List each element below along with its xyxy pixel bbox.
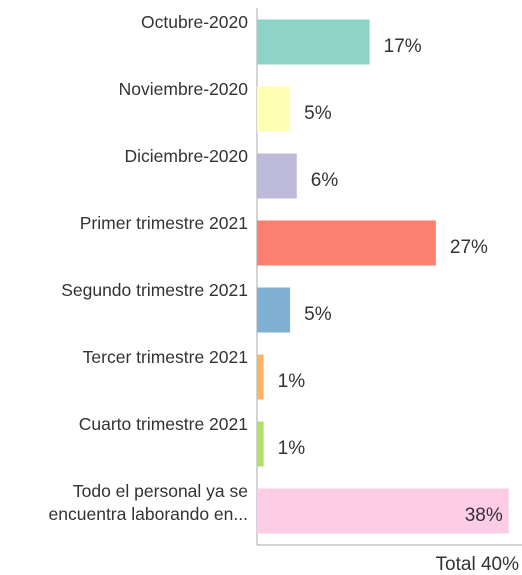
value-label: 38% — [465, 505, 503, 526]
category-label: Primer trimestre 2021 — [79, 212, 248, 233]
bar — [257, 153, 297, 199]
value-label: 5% — [304, 304, 332, 325]
bar — [257, 287, 291, 333]
value-label: 1% — [278, 438, 306, 459]
value-label: 1% — [278, 371, 306, 392]
total-annotation: Total 40% — [436, 554, 520, 575]
category-label: Tercer trimestre 2021 — [82, 346, 248, 367]
bar — [257, 220, 436, 266]
category-label: Noviembre-2020 — [118, 78, 248, 99]
bar — [257, 354, 264, 400]
bar — [257, 421, 264, 467]
value-label: 27% — [450, 237, 488, 258]
category-label: Todo el personal ya se encuentra laboran… — [48, 480, 248, 524]
value-label: 5% — [304, 103, 332, 124]
bar — [257, 86, 291, 132]
category-label: Octubre-2020 — [140, 11, 248, 32]
category-label: Cuarto trimestre 2021 — [78, 413, 248, 434]
value-label: 17% — [384, 36, 422, 57]
category-label: Segundo trimestre 2021 — [61, 279, 248, 300]
category-label: Diciembre-2020 — [124, 145, 248, 166]
bar — [257, 488, 509, 534]
value-label: 6% — [311, 170, 339, 191]
bar — [257, 19, 370, 65]
